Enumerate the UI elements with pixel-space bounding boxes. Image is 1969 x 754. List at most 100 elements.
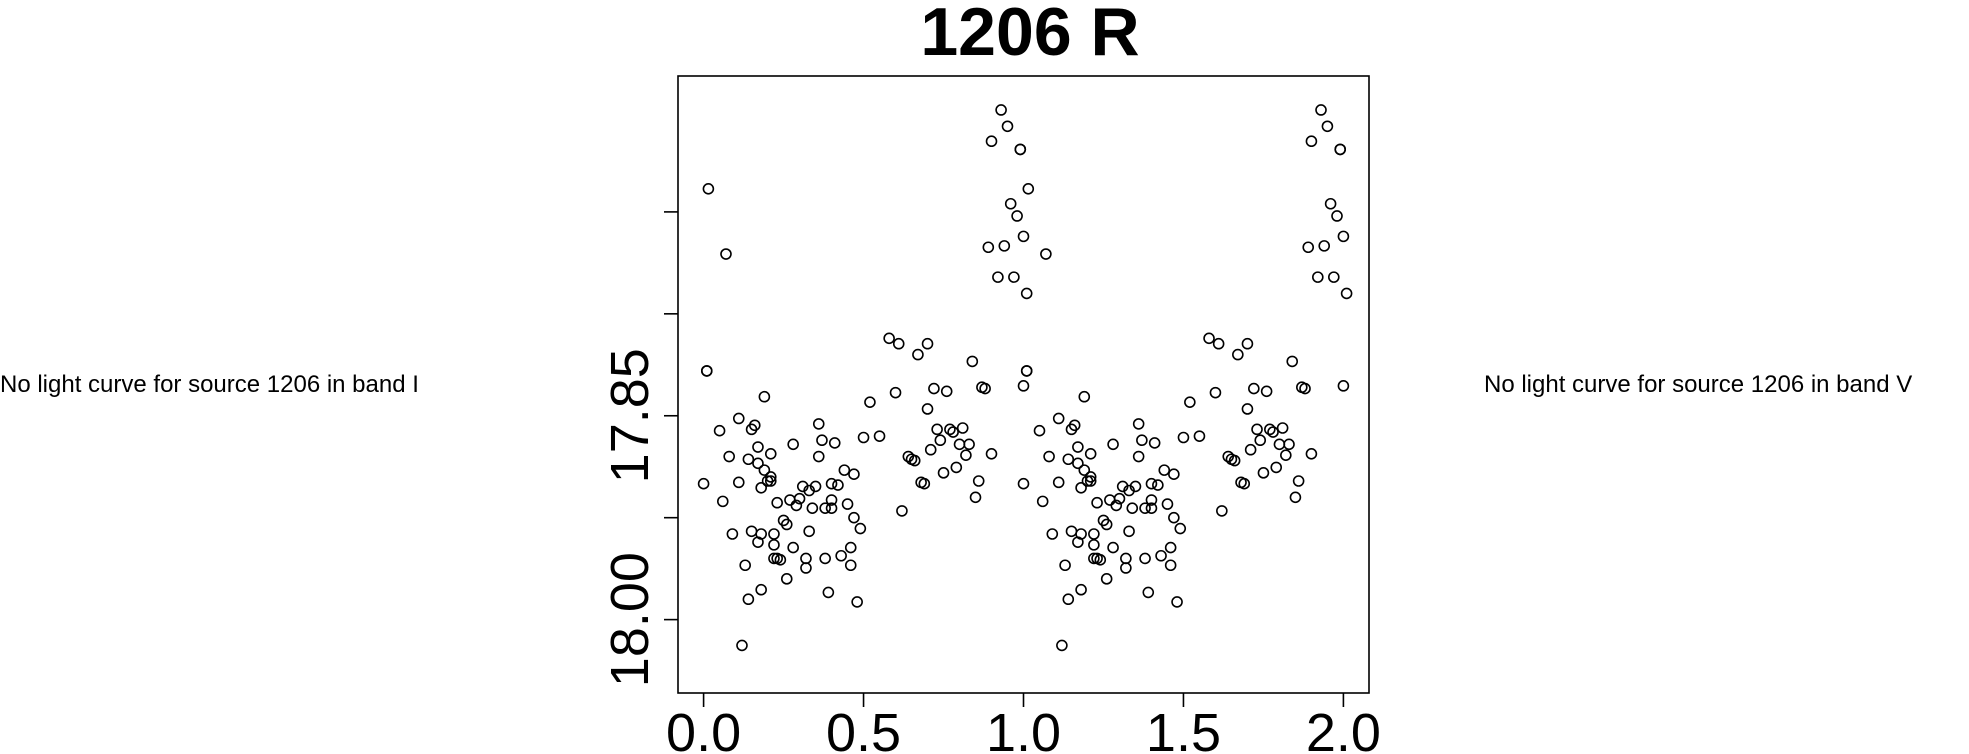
data-point — [1254, 434, 1267, 447]
data-point — [758, 464, 771, 476]
data-point — [1139, 502, 1151, 514]
x-axis: 0.0 0.5 1.0 1.5 2.0 — [666, 693, 1381, 754]
data-point — [1136, 434, 1148, 447]
data-point — [985, 135, 998, 148]
data-point — [1120, 552, 1132, 565]
data-point — [739, 559, 751, 572]
data-point — [1068, 419, 1081, 432]
data-point — [736, 639, 748, 652]
data-point — [873, 430, 886, 442]
data-point — [819, 502, 831, 514]
data-point — [1113, 492, 1126, 505]
data-point — [883, 332, 895, 345]
data-point — [1286, 355, 1299, 368]
data-point — [1110, 499, 1123, 512]
data-point — [985, 448, 998, 460]
data-point — [857, 431, 870, 444]
data-point — [1241, 403, 1254, 415]
data-point — [1315, 104, 1327, 116]
data-point — [1046, 528, 1059, 540]
data-point — [1267, 426, 1279, 438]
data-point — [822, 586, 835, 599]
data-point — [1145, 502, 1158, 514]
no-light-curve-note-band-i: No light curve for source 1206 in band I — [0, 371, 419, 398]
data-point — [832, 479, 844, 491]
data-point — [1177, 431, 1190, 444]
data-point — [972, 475, 985, 487]
data-point — [1280, 449, 1292, 461]
data-point — [1241, 337, 1254, 350]
data-point — [1043, 450, 1055, 463]
data-point — [1312, 271, 1324, 283]
data-point — [963, 438, 975, 451]
data-point — [825, 502, 838, 514]
data-point — [764, 448, 777, 460]
data-point — [838, 464, 851, 476]
data-point — [764, 471, 777, 483]
chart-title: 1206 R — [920, 0, 1139, 70]
data-point — [1001, 120, 1014, 133]
data-point — [1228, 454, 1241, 467]
data-point — [1062, 453, 1075, 466]
data-point — [864, 396, 876, 408]
data-point — [774, 554, 787, 566]
data-point — [1120, 562, 1132, 574]
data-point — [912, 348, 924, 361]
data-point — [851, 596, 863, 608]
data-point — [1062, 593, 1075, 606]
data-point — [1203, 332, 1215, 345]
data-point — [790, 499, 803, 512]
data-point — [812, 450, 825, 463]
data-point — [1305, 135, 1318, 148]
data-point — [1321, 120, 1334, 133]
data-point — [806, 502, 819, 514]
data-point — [1264, 423, 1276, 436]
data-point — [716, 495, 729, 508]
data-point — [723, 450, 735, 463]
data-point — [1337, 380, 1350, 392]
data-point — [755, 481, 767, 494]
data-point — [848, 468, 860, 480]
data-point — [755, 528, 767, 540]
no-light-curve-note-band-v: No light curve for source 1206 in band V — [1484, 371, 1913, 398]
data-point — [768, 552, 780, 565]
data-point — [1123, 525, 1135, 538]
data-point — [1164, 541, 1177, 554]
data-point — [835, 549, 847, 562]
data-point — [787, 541, 799, 554]
data-point — [956, 422, 969, 434]
data-point — [780, 518, 793, 531]
data-point — [1305, 448, 1318, 460]
data-point — [702, 182, 715, 195]
data-point — [1257, 467, 1270, 479]
data-point — [1088, 528, 1100, 540]
data-point — [1318, 240, 1331, 252]
data-point — [1174, 522, 1187, 535]
data-point — [1088, 552, 1100, 565]
data-point — [1244, 443, 1257, 456]
data-point — [809, 480, 822, 493]
data-point — [934, 434, 947, 447]
data-point — [1145, 494, 1158, 506]
data-point — [982, 241, 995, 254]
data-point — [1107, 541, 1119, 554]
data-point — [950, 461, 963, 474]
data-point — [1004, 197, 1017, 210]
data-point — [1008, 271, 1020, 283]
data-point — [812, 418, 825, 430]
data-point — [732, 412, 745, 425]
data-point — [1302, 241, 1315, 254]
data-point — [1132, 418, 1145, 430]
data-point — [937, 467, 950, 479]
data-point — [1052, 476, 1065, 489]
data-point — [1017, 477, 1030, 490]
data-point — [1056, 639, 1068, 652]
data-point — [713, 424, 726, 437]
data-point — [758, 390, 771, 403]
data-point — [752, 457, 764, 470]
data-point — [1251, 423, 1263, 436]
data-point — [1129, 480, 1142, 493]
data-point — [742, 453, 755, 466]
data-point — [1033, 424, 1046, 437]
data-point — [1040, 248, 1052, 260]
